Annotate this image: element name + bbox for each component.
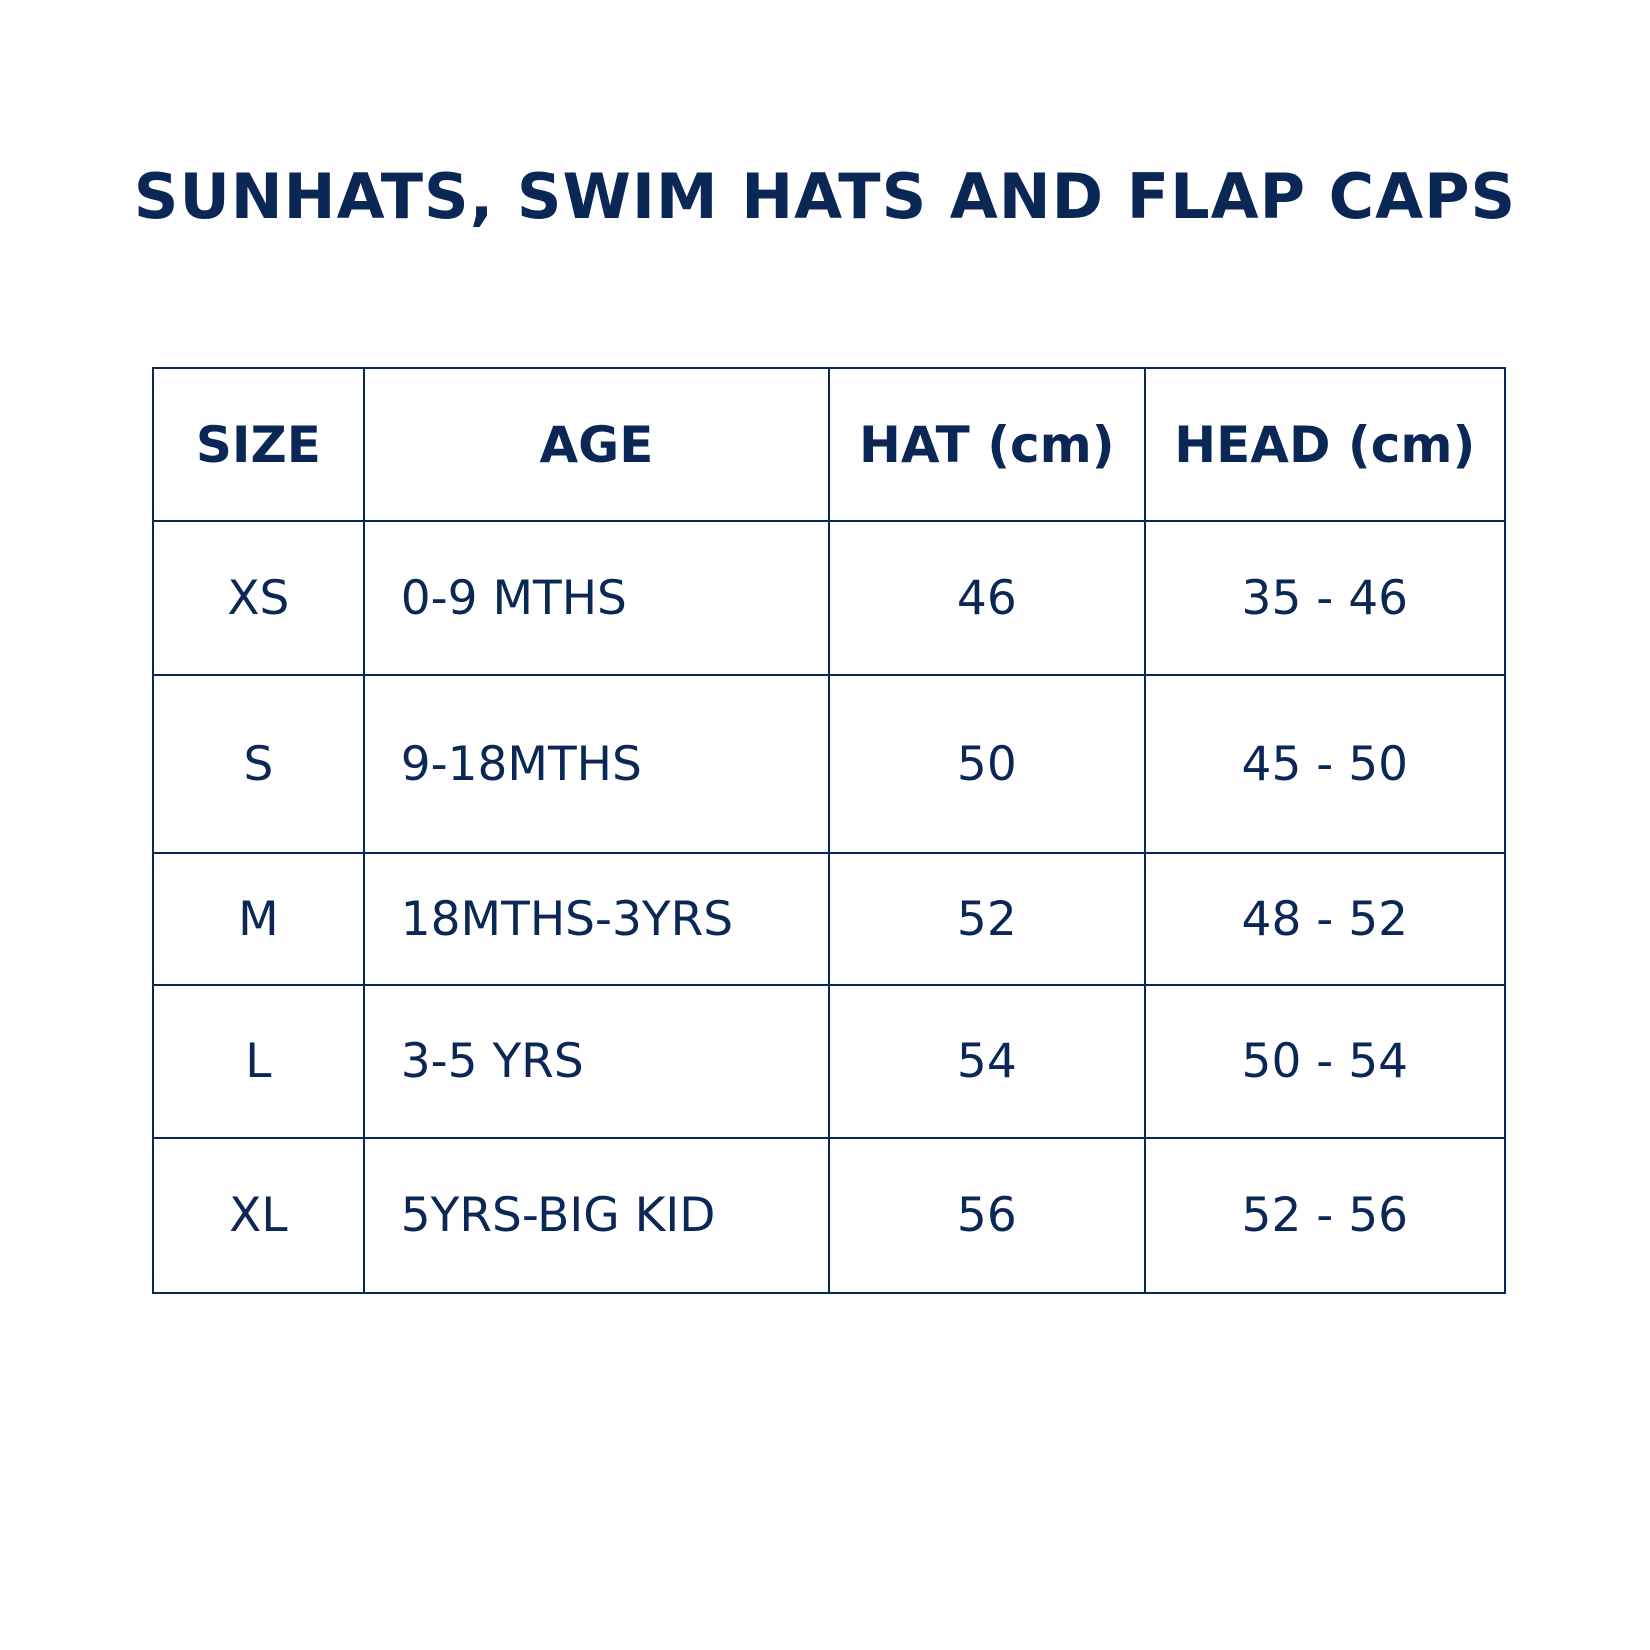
cell-head: 50 - 54 — [1143, 984, 1507, 1139]
cell-head: 35 - 46 — [1143, 520, 1507, 676]
cell-size: XL — [152, 1137, 365, 1294]
table-row: M 18MTHS-3YRS 52 48 - 52 — [152, 852, 1507, 986]
header-row: SIZE AGE HAT (cm) HEAD (cm) — [152, 367, 1507, 522]
header-head: HEAD (cm) — [1143, 367, 1507, 522]
table-row: XL 5YRS-BIG KID 56 52 - 56 — [152, 1137, 1507, 1294]
cell-age: 18MTHS-3YRS — [362, 852, 831, 986]
cell-head: 52 - 56 — [1143, 1137, 1507, 1294]
cell-size: S — [152, 674, 365, 854]
cell-size: L — [152, 984, 365, 1139]
table-row: S 9-18MTHS 50 45 - 50 — [152, 674, 1507, 854]
cell-hat: 46 — [828, 520, 1146, 676]
header-hat: HAT (cm) — [828, 367, 1146, 522]
cell-head: 48 - 52 — [1143, 852, 1507, 986]
cell-age: 3-5 YRS — [362, 984, 831, 1139]
header-age: AGE — [362, 367, 831, 522]
cell-hat: 54 — [828, 984, 1146, 1139]
cell-hat: 50 — [828, 674, 1146, 854]
cell-size: XS — [152, 520, 365, 676]
cell-size: M — [152, 852, 365, 986]
table-row: L 3-5 YRS 54 50 - 54 — [152, 984, 1507, 1139]
header-size: SIZE — [152, 367, 365, 522]
cell-age: 0-9 MTHS — [362, 520, 831, 676]
cell-hat: 56 — [828, 1137, 1146, 1294]
cell-age: 9-18MTHS — [362, 674, 831, 854]
cell-age: 5YRS-BIG KID — [362, 1137, 831, 1294]
cell-hat: 52 — [828, 852, 1146, 986]
table-row: XS 0-9 MTHS 46 35 - 46 — [152, 520, 1507, 676]
size-chart-table: SIZE AGE HAT (cm) HEAD (cm) XS 0-9 MTHS … — [152, 367, 1507, 1294]
cell-head: 45 - 50 — [1143, 674, 1507, 854]
page-title: SUNHATS, SWIM HATS AND FLAP CAPS — [133, 160, 1517, 233]
